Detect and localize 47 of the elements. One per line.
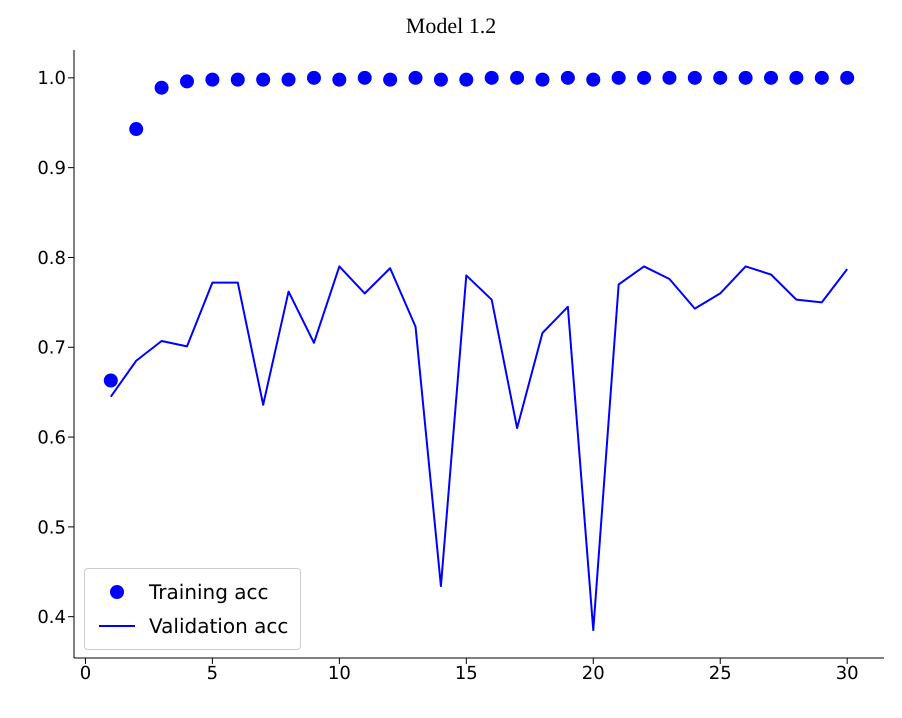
y-tick-label: 0.8 bbox=[37, 248, 66, 269]
point bbox=[332, 72, 346, 87]
point bbox=[814, 70, 829, 85]
point bbox=[484, 70, 499, 85]
x-tick-label: 20 bbox=[582, 662, 605, 684]
point bbox=[256, 72, 270, 87]
point bbox=[738, 70, 753, 85]
point bbox=[662, 70, 676, 85]
legend-label: Validation acc bbox=[149, 614, 288, 638]
point bbox=[230, 72, 245, 87]
point bbox=[637, 70, 652, 85]
point bbox=[560, 70, 575, 85]
point bbox=[358, 70, 372, 85]
point bbox=[434, 72, 448, 87]
point bbox=[510, 70, 524, 85]
y-tick-label: 0.9 bbox=[37, 158, 66, 180]
point bbox=[180, 74, 194, 88]
y-tick-label: 0.6 bbox=[37, 427, 66, 448]
point bbox=[789, 70, 804, 85]
point bbox=[408, 70, 423, 85]
y-tick-label: 1.0 bbox=[37, 68, 66, 90]
x-tick-label: 15 bbox=[454, 662, 478, 684]
point bbox=[383, 72, 398, 87]
chart-title: Model 1.2 bbox=[404, 12, 498, 40]
point bbox=[586, 72, 600, 87]
legend-label: Training acc bbox=[149, 580, 269, 604]
x-tick-label: 0 bbox=[80, 662, 92, 684]
point bbox=[306, 70, 321, 85]
point bbox=[840, 70, 854, 85]
point bbox=[688, 70, 702, 85]
point bbox=[713, 70, 728, 85]
x-tick-label: 5 bbox=[206, 662, 218, 684]
point bbox=[104, 373, 118, 388]
y-tick-label: 0.4 bbox=[37, 607, 66, 628]
point bbox=[205, 72, 220, 87]
x-tick-label: 30 bbox=[836, 662, 859, 684]
point bbox=[459, 72, 474, 87]
x-tick-label: 25 bbox=[708, 662, 732, 684]
y-tick-label: 0.5 bbox=[37, 517, 66, 538]
point bbox=[129, 122, 144, 136]
point bbox=[282, 72, 296, 87]
point bbox=[764, 70, 778, 85]
point bbox=[535, 72, 550, 87]
point bbox=[612, 70, 626, 85]
point bbox=[154, 80, 169, 95]
x-tick-label: 10 bbox=[328, 662, 351, 684]
y-tick-label: 0.7 bbox=[37, 338, 66, 359]
